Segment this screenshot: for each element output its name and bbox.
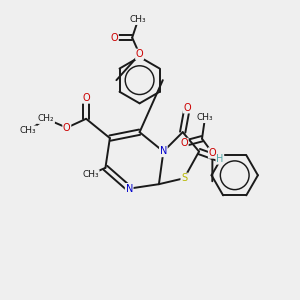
Text: O: O [136, 49, 143, 59]
Text: O: O [82, 93, 90, 103]
Text: O: O [208, 148, 216, 158]
Text: H: H [216, 154, 224, 164]
Text: N: N [125, 184, 133, 194]
Text: O: O [183, 103, 191, 113]
Text: O: O [63, 123, 70, 133]
Text: S: S [181, 173, 187, 183]
Text: O: O [180, 139, 188, 148]
Text: N: N [160, 146, 167, 157]
Text: CH₃: CH₃ [82, 170, 99, 179]
Text: CH₃: CH₃ [197, 113, 213, 122]
Text: O: O [110, 33, 118, 43]
Text: CH₃: CH₃ [130, 15, 146, 24]
Text: CH₂: CH₂ [38, 114, 54, 123]
Text: CH₃: CH₃ [20, 126, 37, 135]
